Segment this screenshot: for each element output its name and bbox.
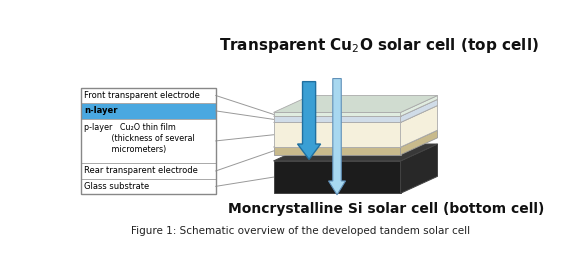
Polygon shape <box>274 99 437 116</box>
Text: Transparent Cu$_2$O solar cell (top cell): Transparent Cu$_2$O solar cell (top cell… <box>219 36 538 55</box>
Text: p-layer   Cu₂O thin film: p-layer Cu₂O thin film <box>84 123 176 132</box>
Text: Glass substrate: Glass substrate <box>84 182 149 191</box>
Polygon shape <box>400 95 437 116</box>
Text: micrometers): micrometers) <box>84 145 166 154</box>
Polygon shape <box>400 130 437 155</box>
Polygon shape <box>274 95 437 112</box>
Polygon shape <box>274 116 400 123</box>
Polygon shape <box>274 123 400 147</box>
Bar <box>81 103 216 119</box>
Polygon shape <box>400 144 437 193</box>
Text: n-layer: n-layer <box>84 106 117 115</box>
Polygon shape <box>274 105 437 123</box>
Bar <box>81 179 216 194</box>
Text: Figure 1: Schematic overview of the developed tandem solar cell: Figure 1: Schematic overview of the deve… <box>131 226 470 237</box>
Bar <box>81 88 216 194</box>
Bar <box>81 119 216 163</box>
Text: (thickness of several: (thickness of several <box>84 134 195 143</box>
Polygon shape <box>400 105 437 147</box>
Polygon shape <box>274 144 437 161</box>
Polygon shape <box>274 112 400 116</box>
Bar <box>81 88 216 103</box>
FancyArrow shape <box>298 82 321 160</box>
Polygon shape <box>274 161 400 193</box>
Polygon shape <box>274 147 400 155</box>
FancyArrow shape <box>329 79 346 195</box>
Text: Rear transparent electrode: Rear transparent electrode <box>84 166 198 176</box>
Bar <box>81 163 216 179</box>
Text: Moncrystalline Si solar cell (bottom cell): Moncrystalline Si solar cell (bottom cel… <box>228 202 545 216</box>
Polygon shape <box>400 99 437 123</box>
Polygon shape <box>274 130 437 147</box>
Text: Front transparent electrode: Front transparent electrode <box>84 91 200 100</box>
